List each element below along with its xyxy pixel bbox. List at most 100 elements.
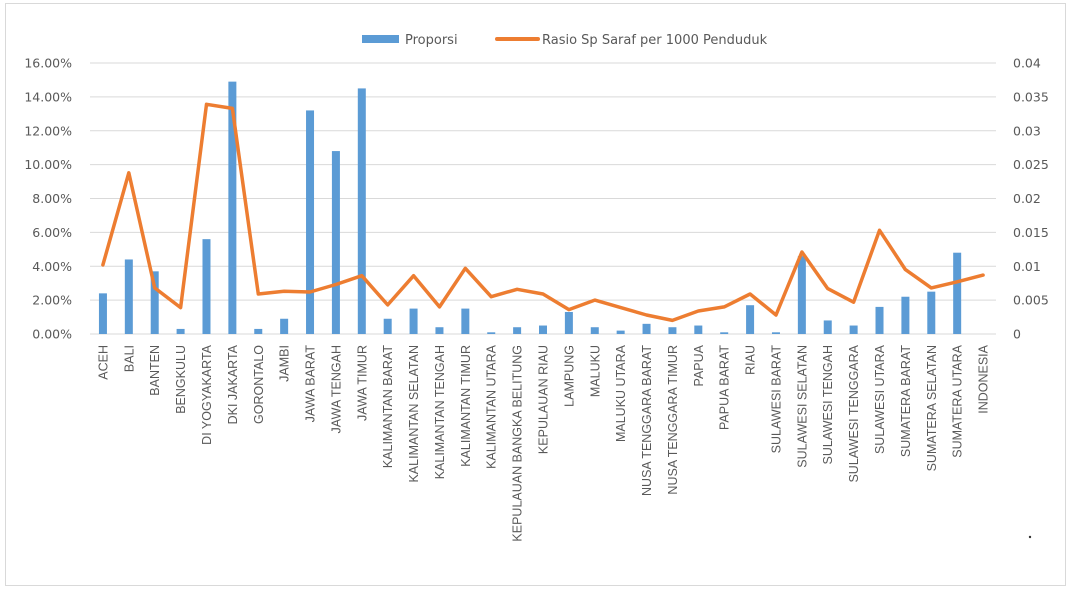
bar-kalimantan-barat [383, 318, 392, 334]
bar-aceh [98, 293, 107, 334]
bar-kalimantan-timur [461, 308, 470, 334]
right-axis-tick-label: 0.03 [1013, 123, 1041, 138]
x-axis-category-labels: ACEH BALI BANTEN BENGKULU DI YOGYAKARTA DKI J… [96, 344, 990, 541]
left-axis-tick-label: 14.00% [24, 89, 72, 104]
category-label: LAMPUNG [562, 345, 576, 407]
category-label: SUMATERA SELATAN [925, 345, 939, 471]
category-label: DI YOGYAKARTA [200, 344, 214, 444]
left-y-axis: 0.00% 2.00% 4.00% 6.00% 8.00% 10.00% 12.00% 14.… [24, 56, 72, 342]
category-label: SULAWESI TENGGARA [847, 344, 861, 482]
category-label: KEPULAUAN BANGKA BELITUNG [511, 345, 525, 542]
category-label: SULAWESI BARAT [770, 345, 784, 454]
bar-kalimantan-utara [487, 332, 496, 334]
category-label: JAMBI [278, 345, 292, 382]
bar-maluku [590, 327, 599, 334]
bar-jambi [280, 318, 289, 334]
gridlines [90, 62, 996, 335]
bar-kepulauan-bangka-belitung [513, 327, 522, 334]
bar-papua [694, 325, 703, 334]
category-label: JAWA TENGAH [329, 345, 343, 433]
category-label: JAWA TIMUR [355, 345, 369, 421]
bar-maluku-utara [616, 330, 625, 334]
legend: Proporsi Rasio Sp Saraf per 1000 Pendudu… [362, 33, 768, 48]
bar-dki-jakarta [228, 81, 237, 334]
bar-bengkulu [176, 328, 185, 334]
bar-papua-barat [720, 332, 729, 334]
stray-dot [1028, 535, 1032, 539]
category-label: KEPULAUAN RIAU [537, 345, 551, 454]
right-axis-tick-label: 0.035 [1013, 89, 1049, 104]
bar-sumatera-barat [901, 296, 910, 334]
right-axis-tick-label: 0.04 [1013, 56, 1041, 71]
left-axis-tick-label: 12.00% [24, 123, 72, 138]
left-axis-tick-label: 0.00% [32, 327, 72, 342]
category-label: NUSA TENGGARA TIMUR [666, 345, 680, 495]
bar-bali [124, 259, 133, 334]
bar-jawa-timur [357, 88, 366, 334]
category-label: BENGKULU [174, 345, 188, 414]
right-axis-tick-label: 0.025 [1013, 157, 1049, 172]
bar-kalimantan-tengah [435, 327, 444, 334]
bar-sulawesi-barat [771, 332, 780, 334]
category-label: KALIMANTAN UTARA [485, 344, 499, 469]
category-label: RIAU [744, 345, 758, 375]
bar-jawa-barat [306, 110, 315, 334]
bar-kepulauan-riau [539, 325, 547, 334]
line-series-rasio [101, 102, 985, 323]
category-label: JAWA BARAT [304, 345, 318, 423]
right-axis-tick-label: 0.005 [1013, 293, 1049, 308]
right-axis-tick-label: 0.02 [1013, 191, 1041, 206]
category-label: BANTEN [148, 345, 162, 396]
legend-bar-swatch [362, 35, 399, 43]
category-label: GORONTALO [252, 345, 266, 424]
category-label: MALUKU UTARA [614, 344, 628, 442]
left-axis-tick-label: 10.00% [24, 157, 72, 172]
bar-sulawesi-tengah [823, 320, 832, 334]
category-label: SULAWESI SELATAN [795, 345, 809, 468]
category-label: KALIMANTAN BARAT [381, 345, 395, 469]
category-label: PAPUA BARAT [718, 345, 732, 430]
bar-lampung [564, 311, 573, 334]
rasio-line [101, 102, 985, 323]
category-label: MALUKU [588, 345, 602, 397]
left-axis-tick-label: 8.00% [32, 191, 72, 206]
bar-jawa-tengah [331, 151, 340, 334]
category-label: KALIMANTAN TENGAH [433, 345, 447, 479]
category-label: DKI JAKARTA [226, 344, 240, 424]
category-label: ACEH [96, 345, 110, 380]
left-axis-tick-label: 4.00% [32, 259, 72, 274]
right-axis-tick-label: 0.01 [1013, 259, 1041, 274]
category-label: SULAWESI TENGAH [821, 345, 835, 464]
bar-sulawesi-selatan [797, 256, 806, 334]
bar-sulawesi-tenggara [849, 325, 858, 334]
category-label: KALIMANTAN SELATAN [407, 345, 421, 483]
legend-line-label: Rasio Sp Saraf per 1000 Penduduk [542, 33, 768, 48]
category-label: KALIMANTAN TIMUR [459, 345, 473, 467]
category-label: SUMATERA UTARA [951, 344, 965, 457]
right-axis-tick-label: 0 [1013, 327, 1021, 342]
bar-sumatera-utara [953, 252, 962, 334]
bar-sumatera-selatan [927, 291, 936, 334]
category-label: NUSA TENGGARA BARAT [640, 345, 654, 496]
left-axis-tick-label: 2.00% [32, 293, 72, 308]
bar-gorontalo [254, 328, 263, 334]
bar-series-proporsi [98, 81, 962, 334]
right-axis-tick-label: 0.015 [1013, 225, 1049, 240]
category-label: SULAWESI UTARA [873, 344, 887, 454]
bar-nusa-tenggara-barat [642, 323, 651, 334]
right-y-axis: 0 0.005 0.01 0.015 0.02 0.025 0.03 0.035 0.04 [1013, 56, 1049, 342]
bar-banten [150, 271, 159, 334]
bar-riau [746, 305, 755, 334]
bar-kalimantan-selatan [409, 308, 418, 334]
bar-di-yogyakarta [202, 239, 211, 334]
category-label: PAPUA [692, 344, 706, 386]
category-label: BALI [122, 345, 136, 372]
left-axis-tick-label: 6.00% [32, 225, 72, 240]
category-label: INDONESIA [977, 344, 991, 413]
left-axis-tick-label: 16.00% [24, 56, 72, 71]
bar-nusa-tenggara-timur [668, 327, 677, 334]
category-label: SUMATERA BARAT [899, 345, 913, 457]
bar-sulawesi-utara [875, 306, 884, 334]
legend-bar-label: Proporsi [405, 33, 458, 48]
